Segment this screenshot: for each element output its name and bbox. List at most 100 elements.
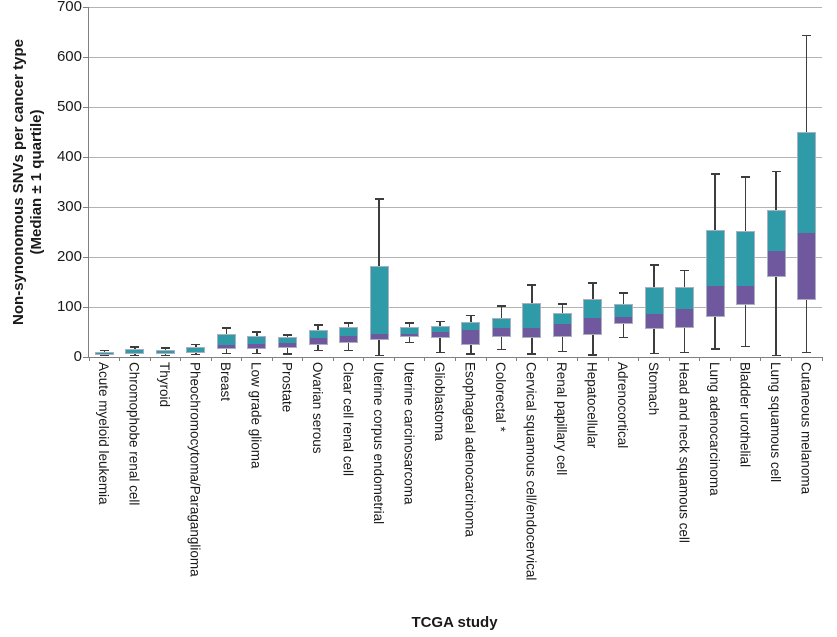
plot-area bbox=[83, 6, 823, 361]
x-axis-tick bbox=[790, 357, 792, 361]
x-axis-title: TCGA study bbox=[411, 614, 498, 631]
whisker-cap-top bbox=[496, 305, 506, 307]
gridline bbox=[89, 206, 822, 208]
whisker-cap-top bbox=[160, 347, 170, 349]
y-axis-tick bbox=[83, 306, 89, 308]
x-tick-label: Cutaneous melanoma bbox=[798, 362, 814, 495]
y-tick-label: 200 bbox=[56, 248, 82, 265]
box-upper-median-to-q3 bbox=[706, 230, 724, 286]
whisker-cap-top bbox=[557, 303, 567, 305]
x-axis-tick bbox=[119, 357, 121, 361]
whisker-cap-bottom bbox=[680, 351, 690, 353]
box-upper-median-to-q3 bbox=[156, 350, 174, 353]
y-tick-label: 300 bbox=[56, 198, 82, 215]
box-q1-q3 bbox=[736, 230, 756, 305]
whisker-cap-bottom bbox=[741, 345, 751, 347]
box-q1-q3 bbox=[552, 313, 572, 337]
whisker-cap-top bbox=[252, 331, 262, 333]
box-q1-q3 bbox=[186, 347, 206, 353]
x-tick-label: Clear cell renal cell bbox=[340, 362, 356, 477]
box-upper-median-to-q3 bbox=[401, 328, 419, 334]
whisker-cap-top bbox=[680, 269, 690, 271]
box-q1-q3 bbox=[308, 330, 328, 345]
x-tick-label: Esophageal adenocarcinoma bbox=[462, 362, 478, 537]
box-q1-q3 bbox=[339, 327, 359, 343]
box-q1-q3 bbox=[797, 132, 817, 300]
x-tick-label: Head and neck squamous cell bbox=[676, 362, 692, 543]
whisker-cap-bottom bbox=[344, 349, 354, 351]
x-tick-label: Cervical squamous cell/endocervical bbox=[523, 362, 539, 581]
y-axis-tick bbox=[83, 156, 89, 158]
whisker-cap-top bbox=[130, 346, 140, 348]
x-axis-tick bbox=[393, 357, 395, 361]
y-tick-label: 400 bbox=[56, 148, 82, 165]
whisker-cap-bottom bbox=[771, 354, 781, 356]
gridline bbox=[89, 306, 822, 308]
y-axis-tick bbox=[83, 206, 89, 208]
whisker-cap-bottom bbox=[130, 354, 140, 356]
box-upper-median-to-q3 bbox=[279, 338, 297, 343]
x-axis-tick bbox=[546, 357, 548, 361]
whisker-cap-bottom bbox=[405, 341, 415, 343]
whisker-cap-top bbox=[191, 343, 201, 345]
y-tick-label: 0 bbox=[73, 348, 82, 365]
whisker-cap-bottom bbox=[435, 351, 445, 353]
whisker-cap-bottom bbox=[710, 348, 720, 350]
whisker-cap-bottom bbox=[802, 351, 812, 353]
whisker-cap-top bbox=[313, 324, 323, 326]
box-q1-q3 bbox=[461, 322, 481, 345]
box-upper-median-to-q3 bbox=[645, 288, 663, 314]
whisker-cap-bottom bbox=[191, 353, 201, 355]
x-axis-tick bbox=[455, 357, 456, 361]
whisker-cap-bottom bbox=[99, 354, 109, 356]
whisker-cap-bottom bbox=[313, 349, 323, 351]
box-upper-median-to-q3 bbox=[309, 331, 327, 338]
box-upper-median-to-q3 bbox=[370, 266, 388, 334]
x-axis-tick bbox=[149, 357, 151, 361]
x-axis-tick bbox=[180, 357, 182, 361]
x-tick-label: Low grade glioma bbox=[248, 362, 264, 469]
box-q1-q3 bbox=[675, 287, 695, 328]
box-upper-median-to-q3 bbox=[523, 304, 541, 328]
x-tick-label: Adrenocortical bbox=[615, 362, 631, 449]
box-q1-q3 bbox=[94, 351, 114, 355]
gridline bbox=[89, 106, 822, 108]
x-tick-label: Acute myeloid leukemia bbox=[96, 362, 112, 505]
x-axis-tick bbox=[363, 357, 365, 361]
gridline bbox=[89, 6, 822, 8]
whisker-cap-top bbox=[771, 170, 781, 172]
x-tick-label: Pheochromocytoma/Paraganglioma bbox=[187, 362, 203, 577]
x-axis-tick bbox=[638, 357, 640, 361]
whisker-cap-bottom bbox=[374, 354, 384, 356]
y-axis-tick bbox=[83, 356, 89, 358]
box-upper-median-to-q3 bbox=[737, 231, 755, 286]
box-q1-q3 bbox=[430, 326, 450, 338]
whisker-cap-bottom bbox=[649, 352, 659, 354]
whisker-cap-bottom bbox=[618, 336, 628, 338]
y-tick-label: 100 bbox=[56, 298, 82, 315]
box-upper-median-to-q3 bbox=[584, 300, 602, 318]
x-tick-label: Ovarian serous bbox=[309, 362, 325, 454]
box-q1-q3 bbox=[766, 209, 786, 277]
whisker-cap-top bbox=[802, 34, 812, 36]
x-axis-tick bbox=[607, 357, 609, 361]
x-axis-tick bbox=[210, 357, 212, 361]
y-axis-tick bbox=[83, 56, 89, 58]
box-q1-q3 bbox=[491, 317, 511, 337]
box-upper-median-to-q3 bbox=[553, 314, 571, 324]
box-upper-median-to-q3 bbox=[767, 210, 785, 251]
x-tick-label: Uterine corpus endometrial bbox=[370, 362, 386, 525]
whisker-cap-bottom bbox=[527, 353, 537, 355]
x-tick-label: Thyroid bbox=[157, 362, 173, 408]
whisker-cap-top bbox=[741, 176, 751, 178]
box-upper-median-to-q3 bbox=[798, 133, 816, 233]
x-axis-tick bbox=[332, 357, 334, 361]
whisker-cap-top bbox=[710, 173, 720, 175]
x-tick-label: Hepatocellular bbox=[584, 362, 600, 449]
whisker-cap-top bbox=[99, 349, 109, 351]
x-axis-tick bbox=[577, 357, 579, 361]
x-axis-tick bbox=[485, 357, 487, 361]
x-tick-label: Lung squamous cell bbox=[767, 362, 783, 483]
box-upper-median-to-q3 bbox=[217, 334, 235, 345]
